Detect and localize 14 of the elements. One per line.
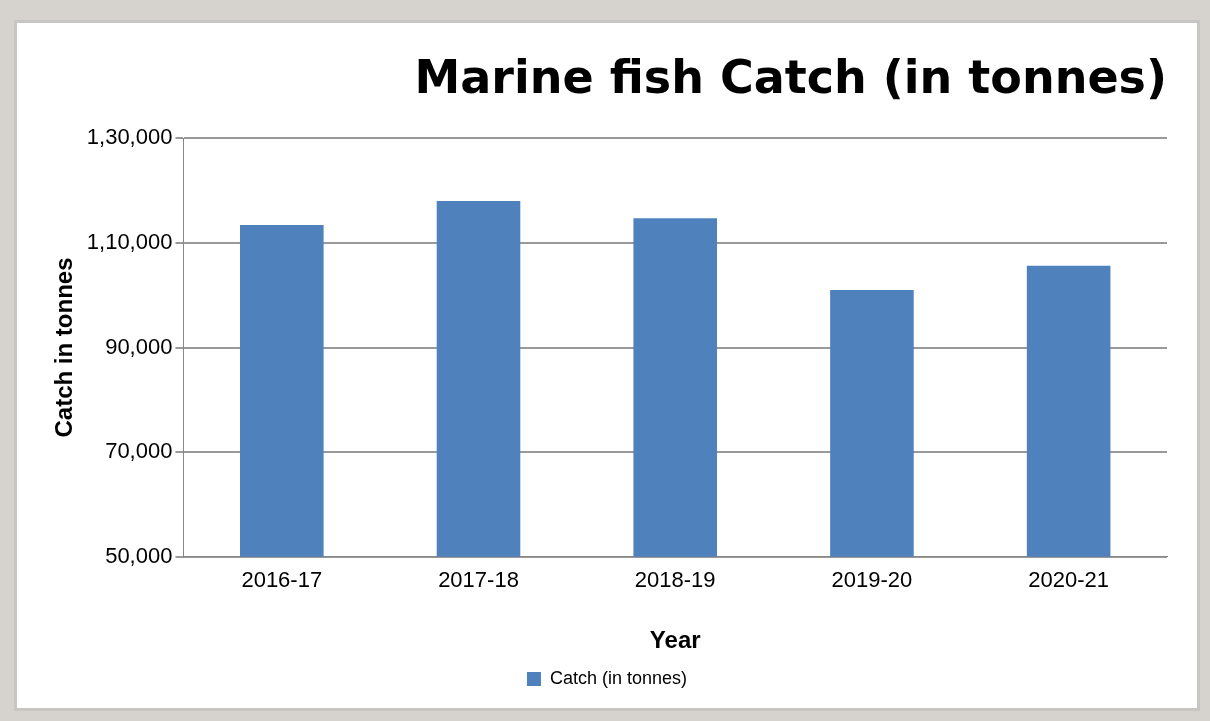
x-tick-label: 2017-18 [438, 567, 519, 593]
x-tick-label: 2019-20 [831, 567, 913, 593]
y-tick-label: 90,000 [105, 333, 173, 359]
x-tick-label: 2018-19 [634, 567, 716, 593]
x-axis-title: Year [649, 626, 701, 654]
legend-label: Catch (in tonnes) [549, 667, 688, 688]
x-tick-label: 2016-17 [241, 567, 323, 593]
x-tick-label: 2020-21 [1028, 567, 1110, 593]
y-tick-label: 1,30,000 [86, 124, 173, 150]
y-axis-title: Catch in tonnes [50, 257, 78, 438]
y-tick-label: 1,10,000 [86, 228, 173, 254]
chart-title: Marine fish Catch (in tonnes) [414, 49, 1167, 104]
y-tick-label: 70,000 [105, 438, 173, 464]
y-tick-label: 50,000 [105, 542, 173, 568]
